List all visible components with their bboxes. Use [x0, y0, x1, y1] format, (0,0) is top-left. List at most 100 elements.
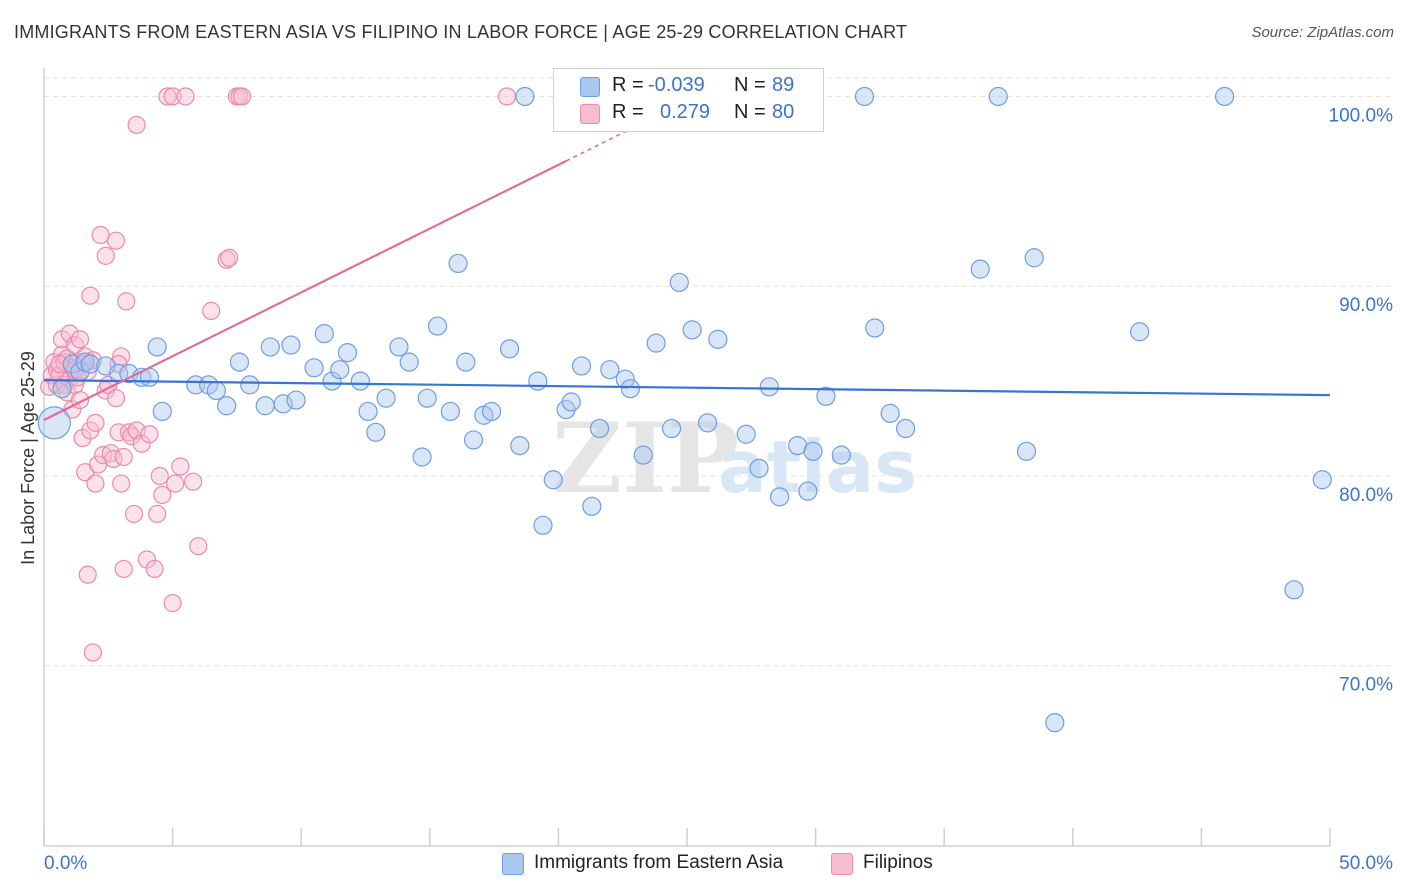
- blue-swatch: [580, 77, 600, 97]
- blue-swatch: [502, 853, 524, 875]
- filipinos-point: [78, 565, 97, 584]
- eastern-asia-point: [571, 356, 592, 376]
- filipinos-point: [217, 250, 236, 269]
- filipinos-point: [145, 559, 164, 579]
- filipinos-point: [202, 301, 221, 320]
- filipinos-point: [184, 472, 203, 491]
- filipinos-trend-extension: [565, 123, 642, 162]
- eastern-asia-point: [286, 390, 306, 410]
- eastern-asia-point: [615, 369, 635, 389]
- eastern-asia-point: [510, 436, 530, 456]
- eastern-asia-point: [80, 354, 100, 374]
- filipinos-point: [106, 231, 126, 250]
- filipinos-point: [497, 87, 517, 106]
- x-tick-labels: 0.0% 50.0%: [44, 853, 1393, 874]
- r-value: -0.039: [648, 74, 705, 96]
- filipinos-point: [148, 504, 167, 524]
- y-tick-label: 80.0%: [1339, 485, 1393, 506]
- eastern-asia-point: [854, 86, 875, 107]
- filipinos-point: [81, 286, 100, 305]
- eastern-asia-point: [147, 337, 167, 357]
- filipinos-point: [171, 457, 190, 476]
- eastern-asia-point: [682, 320, 702, 340]
- filipinos-point: [83, 643, 102, 662]
- y-tick-label: 100.0%: [1329, 105, 1394, 126]
- eastern-asia-point: [417, 388, 437, 408]
- eastern-asia-point: [816, 386, 836, 406]
- x-tick-label: 0.0%: [44, 853, 87, 874]
- eastern-asia-point: [970, 259, 990, 279]
- filipinos-point: [166, 474, 185, 493]
- eastern-asia-point: [337, 343, 358, 363]
- filipinos-trend-line: [43, 159, 567, 421]
- eastern-asia-point: [463, 430, 484, 450]
- filipinos-point: [114, 559, 133, 579]
- filipinos-point: [150, 466, 169, 486]
- eastern-asia-point: [1312, 470, 1332, 490]
- eastern-asia-point: [803, 441, 823, 461]
- eastern-asia-point: [1214, 86, 1235, 107]
- filipinos-point: [86, 474, 105, 493]
- eastern-asia-point: [152, 401, 172, 422]
- eastern-asia-point: [736, 424, 756, 444]
- filipinos-point: [189, 537, 208, 556]
- eastern-asia-point: [255, 396, 275, 416]
- eastern-asia-point: [561, 392, 581, 412]
- eastern-asia-point: [1130, 322, 1150, 342]
- eastern-asia-point: [304, 358, 324, 378]
- filipinos-point: [163, 594, 182, 613]
- eastern-asia-point: [499, 339, 520, 359]
- n-label: N =: [734, 101, 766, 123]
- y-axis-label: In Labor Force | Age 25-29: [18, 351, 38, 565]
- filipinos-point: [158, 87, 177, 106]
- trend-lines: [43, 123, 1331, 421]
- eastern-asia-point: [759, 377, 779, 397]
- n-value: 80: [772, 101, 795, 123]
- eastern-asia-point: [1024, 248, 1044, 268]
- filipinos-point: [112, 474, 131, 493]
- eastern-asia-point: [350, 371, 370, 391]
- filipinos-point: [117, 292, 136, 311]
- filipinos-point: [163, 87, 182, 106]
- eastern-asia-point: [528, 371, 548, 391]
- eastern-asia-point: [412, 447, 432, 467]
- pink-swatch: [831, 853, 853, 875]
- eastern-asia-point: [798, 481, 818, 501]
- eastern-asia-point: [1045, 713, 1065, 733]
- eastern-asia-point: [1284, 580, 1304, 600]
- filipinos-point: [96, 246, 115, 265]
- eastern-asia-point: [322, 371, 342, 391]
- axes: [43, 68, 1331, 847]
- eastern-asia-point: [229, 352, 250, 372]
- eastern-asia-point: [769, 487, 790, 507]
- eastern-asia-point: [896, 418, 916, 439]
- eastern-asia-point: [330, 360, 350, 380]
- eastern-asia-point: [260, 337, 280, 357]
- r-label: R =: [612, 101, 644, 123]
- filipinos-point: [140, 425, 159, 444]
- legend-label: Immigrants from Eastern Asia: [534, 852, 784, 873]
- eastern-asia-point: [448, 253, 468, 274]
- filipinos-point: [86, 413, 105, 432]
- eastern-asia-point: [1016, 441, 1037, 461]
- filipinos-point: [176, 87, 195, 106]
- filipinos-point: [132, 434, 151, 453]
- eastern-asia-point: [669, 272, 689, 293]
- eastern-asia-point: [240, 375, 260, 395]
- filipinos-point: [91, 225, 110, 245]
- eastern-asia-point: [880, 403, 900, 423]
- eastern-asia-points: [37, 86, 1332, 733]
- eastern-asia-point: [988, 86, 1008, 107]
- watermark-zip: ZIP: [552, 402, 739, 515]
- eastern-asia-point: [831, 445, 851, 465]
- eastern-asia-point: [440, 401, 460, 422]
- eastern-asia-point: [697, 413, 718, 433]
- eastern-asia-point: [515, 86, 535, 107]
- x-tick-label: 50.0%: [1339, 853, 1393, 874]
- eastern-asia-point: [708, 329, 728, 349]
- eastern-asia-point: [206, 380, 226, 401]
- chart-title: IMMIGRANTS FROM EASTERN ASIA VS FILIPINO…: [14, 22, 908, 42]
- source-credit: Source: ZipAtlas.com: [1251, 24, 1394, 41]
- filipinos-point: [114, 447, 133, 467]
